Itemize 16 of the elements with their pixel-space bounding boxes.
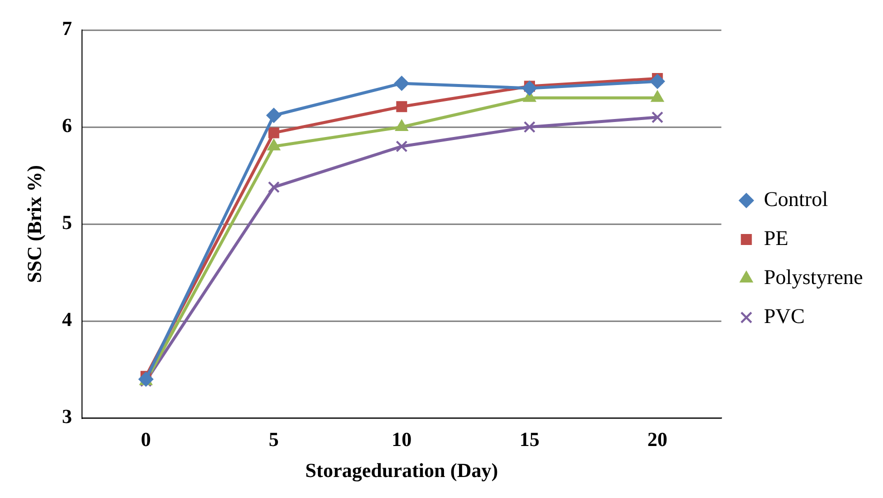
y-tick-label: 6: [62, 115, 72, 138]
y-tick-label: 4: [62, 309, 72, 332]
legend-label: PE: [764, 226, 788, 250]
x-tick-label: 15: [520, 429, 540, 452]
y-tick-label: 7: [62, 18, 72, 40]
legend-label: Polystyrene: [764, 265, 863, 290]
x-tick-label: 5: [268, 429, 279, 452]
y-tick-label: 3: [62, 406, 72, 428]
y-axis-title: SSC (Brix %): [24, 165, 46, 283]
legend-label: PVC: [764, 304, 805, 328]
x-tick-label: 0: [140, 429, 151, 452]
x-tick-label: 10: [392, 429, 412, 452]
x-tick-label: 20: [647, 429, 668, 452]
y-tick-label: 5: [62, 212, 72, 234]
x-axis-title: Storageduration (Day): [305, 460, 498, 482]
legend-label: Control: [764, 187, 828, 212]
